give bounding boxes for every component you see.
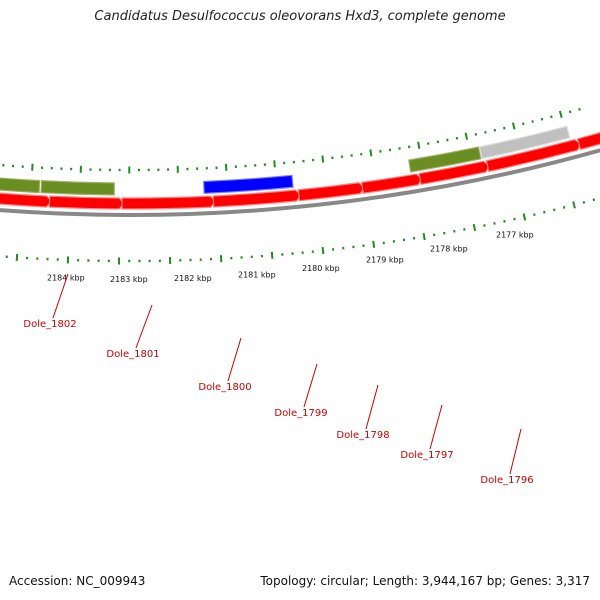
accession-label: Accession: NC_009943 [9, 574, 146, 588]
outer-tick [472, 223, 477, 232]
inner-tick [321, 155, 325, 163]
gene-label-Dole_1802: Dole_1802 [23, 319, 76, 330]
outer-tick [562, 206, 566, 209]
kbp-label: 2181 kbp [238, 270, 276, 279]
forward-gene-block [121, 195, 217, 210]
inner-tick [558, 110, 563, 118]
outer-tick [372, 240, 376, 248]
gene-label-Dole_1797: Dole_1797 [400, 450, 453, 461]
kbp-label: 2183 kbp [110, 275, 148, 284]
gene-track [0, 125, 600, 210]
gene-label-Dole_1800: Dole_1800 [198, 382, 251, 393]
kbp-label: 2179 kbp [366, 256, 404, 265]
inner-tick [493, 128, 497, 132]
outer-tick [552, 208, 556, 212]
gene-label-Dole_1796: Dole_1796 [480, 475, 533, 486]
gene-label-Dole_1798: Dole_1798 [336, 430, 389, 441]
kbp-label: 2180 kbp [302, 264, 340, 273]
outer-tick-track [5, 198, 596, 265]
outer-tick [533, 213, 536, 217]
inner-tick-track [2, 107, 581, 174]
gene-Dole_1797-block [408, 146, 482, 173]
outer-tick [270, 251, 274, 259]
inner-tick [531, 120, 534, 123]
inner-tick [511, 122, 516, 130]
gene-leader-line [52, 273, 69, 319]
outer-tick [321, 246, 325, 255]
gene-Dole_1802-block [40, 180, 115, 196]
outer-tick [522, 213, 527, 221]
gene-leader-line [509, 428, 522, 475]
kbp-scale: 2184 kbp 2183 kbp 2182 kbp 2181 kbp 2180 kbp… [47, 231, 534, 284]
genome-backbone [0, 148, 600, 217]
gene-Dole_1800-block [202, 174, 294, 195]
outer-tick [513, 217, 516, 221]
outer-tick [422, 232, 426, 241]
inner-tick [484, 130, 487, 134]
inner-tick [273, 160, 276, 168]
gene-label-Dole_1801: Dole_1801 [106, 349, 159, 360]
inner-tick [464, 132, 469, 140]
inner-tick [503, 126, 506, 130]
genome-title: Candidatus Desulfococcus oleovorans Hxd3… [94, 9, 506, 24]
gene-label-Dole_1799: Dole_1799 [274, 408, 327, 419]
gene-leader-line [227, 337, 242, 382]
inner-tick [578, 107, 581, 111]
kbp-label: 2178 kbp [430, 245, 468, 254]
inner-tick [369, 149, 373, 157]
inner-tick [521, 122, 525, 126]
gene-leader-line [135, 304, 153, 349]
outer-tick [572, 201, 576, 209]
forward-gene-block [48, 195, 125, 210]
gene-leader-line [429, 404, 443, 450]
inner-tick [540, 117, 544, 121]
inner-tick [417, 141, 421, 149]
gene-leader-line [303, 363, 318, 408]
gene-leader-line [365, 384, 379, 430]
outer-tick [582, 200, 586, 204]
inner-tick [568, 110, 572, 114]
forward-gene-block [297, 182, 366, 202]
gene-Dole_1796-block [478, 125, 571, 160]
inner-tick [550, 115, 553, 119]
genome-summary: Topology: circular; Length: 3,944,167 bp… [260, 574, 590, 588]
kbp-label: 2177 kbp [496, 231, 534, 240]
kbp-label: 2184 kbp [47, 274, 85, 283]
outer-tick [543, 210, 546, 214]
outer-tick [503, 219, 506, 223]
outer-tick [592, 198, 596, 202]
forward-gene-block [0, 192, 53, 208]
gene-Dole_1802-part [0, 177, 41, 194]
gene-label-track: Dole_1802 Dole_1801 Dole_1800 Dole_1799 Dole… [23, 273, 534, 486]
kbp-label: 2182 kbp [174, 274, 212, 283]
forward-gene-block [576, 132, 600, 151]
